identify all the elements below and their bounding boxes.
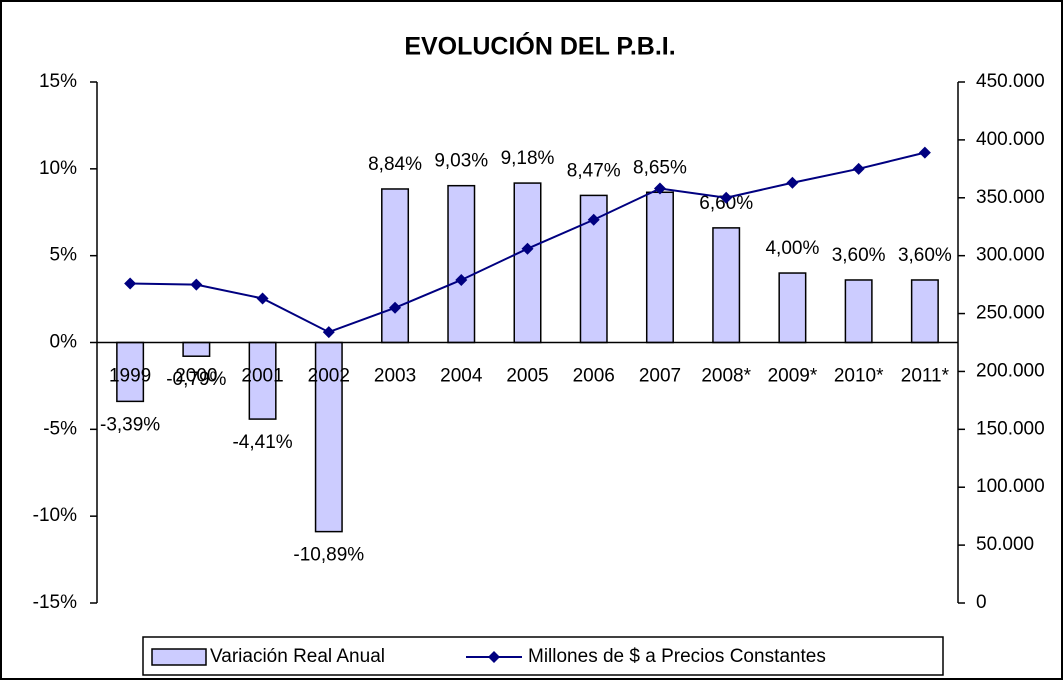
x-tick-label: 1999 [109,366,151,387]
x-tick-label: 2006 [573,366,615,387]
bar [513,182,542,344]
bar [778,272,807,344]
y2-tick-label: 250.000 [976,303,1045,324]
y2-tick-label: 450.000 [976,71,1045,92]
y2-tick-label: 0 [976,592,987,613]
line-marker [322,326,335,339]
bar [645,191,674,344]
line-marker [256,292,269,305]
line-marker [587,213,600,226]
x-tick-label: 2011* [901,366,950,387]
bar [447,184,476,344]
bar [844,279,873,344]
data-label: 3,60% [898,245,952,266]
data-label: 9,18% [501,148,555,169]
line-marker [918,146,931,159]
line-marker [852,162,865,175]
x-tick-label: 2002 [308,366,350,387]
data-label: -3,39% [100,414,160,435]
x-tick-label: 2000 [175,366,217,387]
y-tick-label: -10% [33,505,77,526]
legend-swatch [151,648,207,666]
legend-marker [488,651,500,663]
y2-tick-label: 150.000 [976,418,1045,439]
x-tick-label: 2010* [834,366,884,387]
legend-label: Variación Real Anual [210,646,385,667]
data-label: 3,60% [832,245,886,266]
line-marker [124,277,137,290]
y-tick-label: 5% [50,245,78,266]
y2-tick-label: 200.000 [976,360,1045,381]
bar [248,341,277,420]
data-label: 8,84% [368,154,422,175]
legend-label: Millones de $ a Precios Constantes [528,646,826,667]
x-tick-label: 2004 [440,366,483,387]
y-tick-label: -15% [33,592,77,613]
chart-title: EVOLUCIÓN DEL P.B.I. [404,31,675,61]
y-tick-label: -5% [43,418,77,439]
legend-box [142,636,944,676]
data-label: -4,41% [232,432,292,453]
y2-tick-label: 50.000 [976,534,1034,555]
line-marker [786,176,799,189]
bar [182,341,211,357]
bar [910,279,939,344]
x-tick-label: 2001 [241,366,283,387]
y2-tick-label: 400.000 [976,129,1045,150]
line-marker [521,242,534,255]
line-marker [455,273,468,286]
y-tick-label: 10% [39,158,77,179]
data-label: 4,00% [765,238,819,259]
x-tick-label: 2005 [506,366,548,387]
y-tick-label: 15% [39,71,77,92]
line-marker [190,278,203,291]
line-marker [720,191,733,204]
y2-tick-label: 300.000 [976,245,1045,266]
y-tick-label: 0% [50,332,78,353]
bar [712,227,741,344]
data-label: 8,65% [633,157,687,178]
data-label: 8,47% [567,160,621,181]
bar [381,188,410,344]
x-tick-label: 2007 [639,366,681,387]
line-marker [653,182,666,195]
x-tick-label: 2003 [374,366,416,387]
bar [314,341,343,533]
line-marker [389,301,402,314]
data-label: -10,89% [293,545,364,566]
y2-tick-label: 100.000 [976,476,1045,497]
bar [116,341,145,403]
data-label: 9,03% [434,151,488,172]
data-label: -0,79% [166,369,226,390]
x-tick-label: 2009* [768,366,818,387]
y2-tick-label: 350.000 [976,187,1045,208]
x-tick-label: 2008* [701,366,751,387]
